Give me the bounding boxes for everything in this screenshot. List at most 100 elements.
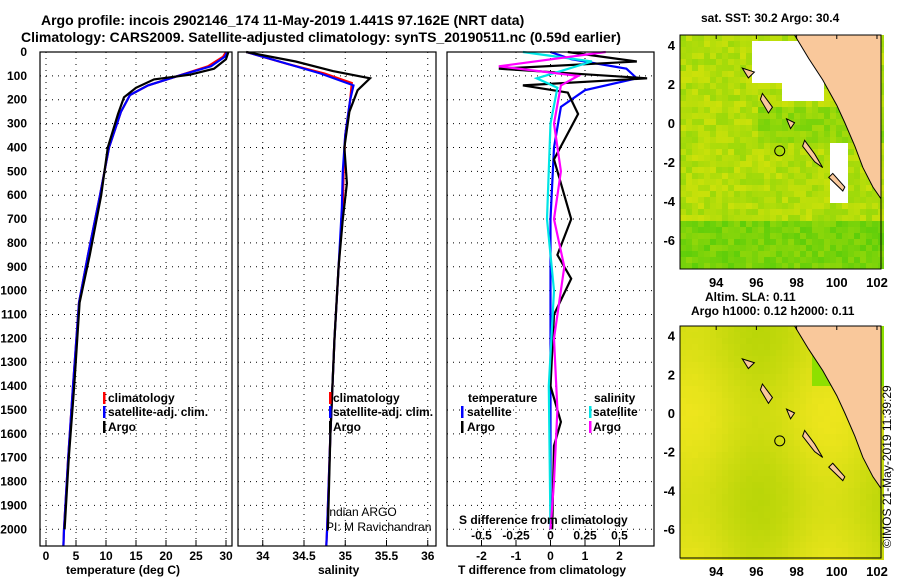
map-pixel <box>818 428 824 434</box>
map-pixel <box>812 500 818 506</box>
map-pixel <box>728 41 734 47</box>
map-pixel <box>722 548 728 554</box>
map-pixel <box>800 470 806 476</box>
map-pixel <box>710 233 716 239</box>
map-pixel <box>848 173 854 179</box>
map-pixel <box>746 143 752 149</box>
map-pixel <box>800 221 806 227</box>
map-pixel <box>776 215 782 221</box>
map-pixel <box>692 338 698 344</box>
map-pixel <box>692 518 698 524</box>
map-pixel <box>818 89 824 95</box>
map-pixel <box>716 440 722 446</box>
map-pixel <box>860 191 866 197</box>
map-pixel <box>728 350 734 356</box>
map-pixel <box>722 263 728 269</box>
map-pixel <box>686 338 692 344</box>
map-pixel <box>722 167 728 173</box>
sst-map <box>679 34 884 270</box>
map-pixel <box>746 119 752 125</box>
map-pixel <box>680 518 686 524</box>
map-pixel <box>782 518 788 524</box>
map-pixel <box>686 368 692 374</box>
map-pixel <box>698 410 704 416</box>
map-pixel <box>722 59 728 65</box>
map-pixel <box>782 65 788 71</box>
map-pixel <box>758 47 764 53</box>
map-pixel <box>812 542 818 548</box>
map-pixel <box>692 125 698 131</box>
map-pixel <box>710 131 716 137</box>
map-pixel <box>752 338 758 344</box>
map-pixel <box>734 434 740 440</box>
map-pixel <box>686 137 692 143</box>
map-pixel <box>848 221 854 227</box>
map-pixel <box>770 368 776 374</box>
map-pixel <box>770 512 776 518</box>
map-pixel <box>776 221 782 227</box>
map-pixel <box>728 89 734 95</box>
map-pixel <box>680 440 686 446</box>
map-pixel <box>728 113 734 119</box>
map-pixel <box>824 263 830 269</box>
map-pixel <box>734 530 740 536</box>
map-pixel <box>704 410 710 416</box>
map-pixel <box>794 530 800 536</box>
map-pixel <box>788 89 794 95</box>
map-pixel <box>680 251 686 257</box>
map-pixel <box>794 506 800 512</box>
map-pixel <box>782 374 788 380</box>
map-pixel <box>692 59 698 65</box>
map-pixel <box>764 452 770 458</box>
map-pixel <box>770 446 776 452</box>
map-pixel <box>800 524 806 530</box>
map-pixel <box>830 422 836 428</box>
map-pixel <box>734 35 740 41</box>
map-pixel <box>740 149 746 155</box>
map-pixel <box>746 155 752 161</box>
map-pixel <box>764 251 770 257</box>
map-pixel <box>734 71 740 77</box>
map-pixel <box>860 185 866 191</box>
map-pixel <box>734 125 740 131</box>
map-pixel <box>680 422 686 428</box>
map-pixel <box>698 173 704 179</box>
map-pixel <box>710 476 716 482</box>
map-pixel <box>776 506 782 512</box>
map-pixel <box>818 149 824 155</box>
map-pixel <box>734 458 740 464</box>
map-pixel <box>746 518 752 524</box>
x-tick-label-salinity: 35 <box>339 549 353 563</box>
map-pixel <box>746 434 752 440</box>
x-tick-label-temperature: 30 <box>219 549 233 563</box>
map-pixel <box>686 215 692 221</box>
map-pixel <box>794 422 800 428</box>
map-pixel <box>698 239 704 245</box>
map-pixel <box>818 185 824 191</box>
map-pixel <box>710 332 716 338</box>
map-pixel <box>710 338 716 344</box>
map-pixel <box>788 392 794 398</box>
map-pixel <box>692 464 698 470</box>
map-pixel <box>704 131 710 137</box>
map-pixel <box>752 350 758 356</box>
map-pixel <box>824 476 830 482</box>
map-pixel <box>740 386 746 392</box>
map-pixel <box>794 350 800 356</box>
map-pixel <box>770 71 776 77</box>
map-pixel <box>740 233 746 239</box>
map-pixel <box>752 191 758 197</box>
map-pixel <box>716 344 722 350</box>
map-pixel <box>854 203 860 209</box>
map-lat-label: -6 <box>663 522 675 537</box>
map-pixel <box>692 380 698 386</box>
map-pixel <box>698 113 704 119</box>
island <box>828 462 846 482</box>
map-pixel <box>764 143 770 149</box>
series-line-t-argo <box>498 50 648 530</box>
map-pixel <box>794 458 800 464</box>
map-pixel <box>710 245 716 251</box>
map-pixel <box>698 380 704 386</box>
map-pixel <box>764 257 770 263</box>
map-pixel <box>686 470 692 476</box>
